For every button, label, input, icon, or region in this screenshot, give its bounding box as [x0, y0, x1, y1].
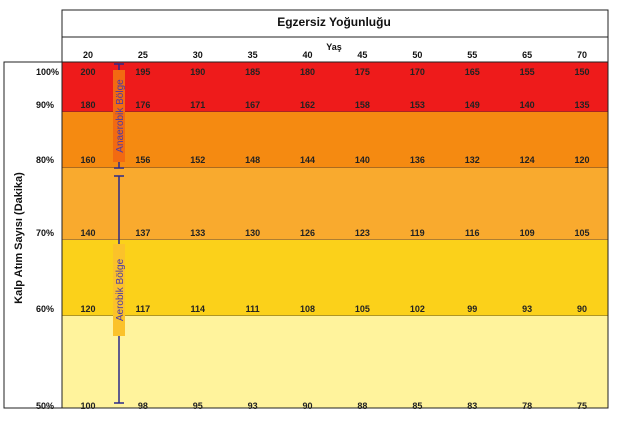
age-header-row: 20 25 30 35 40 45 50 55 65 70 [83, 50, 587, 60]
heart-rate-cell: 105 [355, 304, 370, 314]
heart-rate-cell: 108 [300, 304, 315, 314]
percent-label: 60% [36, 304, 54, 314]
heart-rate-cell: 123 [355, 228, 370, 238]
heart-rate-cell: 165 [465, 67, 480, 77]
band-70-60 [62, 240, 608, 316]
age-label: 20 [83, 50, 93, 60]
zone-label-bg [113, 244, 125, 336]
zone-label: Aerobik Bölge [115, 258, 126, 321]
heart-rate-cell: 140 [355, 155, 370, 165]
percent-label: 80% [36, 155, 54, 165]
age-label: 35 [248, 50, 258, 60]
age-label: 70 [577, 50, 587, 60]
heart-rate-cell: 109 [520, 228, 535, 238]
heart-rate-cell: 152 [190, 155, 205, 165]
heart-rate-cell: 153 [410, 100, 425, 110]
heart-rate-cell: 176 [135, 100, 150, 110]
heart-rate-cell: 132 [465, 155, 480, 165]
heart-rate-cell: 160 [80, 155, 95, 165]
heart-rate-cell: 119 [410, 228, 425, 238]
heart-rate-cell: 171 [190, 100, 205, 110]
heart-rate-cell: 93 [248, 401, 258, 411]
heart-rate-cell: 85 [412, 401, 422, 411]
heart-rate-cell: 130 [245, 228, 260, 238]
heart-rate-cell: 78 [522, 401, 532, 411]
heart-rate-cell: 105 [574, 228, 589, 238]
heart-rate-cell: 170 [410, 67, 425, 77]
heart-rate-cell: 180 [80, 100, 95, 110]
heart-rate-cell: 116 [465, 228, 480, 238]
heart-rate-cell: 167 [245, 100, 260, 110]
heart-rate-cell: 111 [246, 304, 260, 314]
heart-rate-cell: 140 [520, 100, 535, 110]
chart-title: Egzersiz Yoğunluğu [277, 15, 391, 29]
percent-label: 50% [36, 401, 54, 411]
age-label: 50 [412, 50, 422, 60]
heart-rate-cell: 190 [190, 67, 205, 77]
band-100-90 [62, 62, 608, 112]
heart-rate-cell: 200 [80, 67, 95, 77]
heart-rate-cell: 136 [410, 155, 425, 165]
heart-rate-cell: 137 [135, 228, 150, 238]
heart-rate-cell: 155 [520, 67, 535, 77]
heart-rate-cell: 140 [80, 228, 95, 238]
heart-rate-cell: 100 [80, 401, 95, 411]
zone-markers: Anaerobik Bölge Aerobik Bölge [113, 63, 126, 404]
heart-rate-cell: 114 [191, 304, 206, 314]
heart-rate-cell: 93 [522, 304, 532, 314]
intensity-bands [62, 62, 608, 409]
percent-label: 90% [36, 100, 54, 110]
age-label: 25 [138, 50, 148, 60]
heart-rate-cell: 98 [138, 401, 148, 411]
heart-rate-cell: 162 [300, 100, 315, 110]
heart-rate-cell: 158 [355, 100, 370, 110]
zone-label-bg [113, 70, 125, 162]
age-label: 65 [522, 50, 532, 60]
heart-rate-cell: 126 [300, 228, 315, 238]
heart-rate-cell: 102 [410, 304, 425, 314]
y-axis-panel [3, 61, 63, 409]
heart-rate-values: 200 195 190 185 180 175 170 165 155 150 180 176 171 1… [80, 67, 589, 411]
zone-label: Anaerobik Bölge [115, 79, 126, 153]
heart-rate-cell: 135 [574, 100, 589, 110]
age-label: 55 [467, 50, 477, 60]
heart-rate-cell: 75 [577, 401, 587, 411]
heart-rate-cell: 99 [467, 304, 477, 314]
heart-rate-cell: 90 [303, 401, 313, 411]
age-label: 40 [303, 50, 313, 60]
chart-frame [3, 9, 609, 409]
heart-rate-cell: 144 [300, 155, 315, 165]
heart-rate-cell: 150 [574, 67, 589, 77]
y-axis-label: Kalp Atım Sayısı (Dakika) [13, 172, 25, 304]
heart-rate-cell: 185 [245, 67, 260, 77]
heart-rate-cell: 180 [300, 67, 315, 77]
heart-rate-cell: 148 [245, 155, 260, 165]
heart-rate-cell: 175 [355, 67, 370, 77]
heart-rate-cell: 156 [135, 155, 150, 165]
heart-rate-cell: 149 [465, 100, 480, 110]
heart-rate-cell: 95 [193, 401, 203, 411]
band-60-50 [62, 316, 608, 408]
heart-rate-cell: 120 [574, 155, 589, 165]
heart-rate-cell: 124 [520, 155, 535, 165]
age-label: 30 [193, 50, 203, 60]
heart-rate-cell: 195 [135, 67, 150, 77]
band-90-80 [62, 112, 608, 168]
percent-label: 100% [36, 67, 59, 77]
x-axis-label: Yaş [326, 42, 342, 52]
heart-rate-cell: 88 [357, 401, 367, 411]
heart-rate-cell: 120 [80, 304, 95, 314]
age-label: 45 [357, 50, 367, 60]
percent-labels: 100% 90% 80% 70% 60% 50% [36, 67, 59, 411]
percent-label: 70% [36, 228, 54, 238]
heart-rate-cell: 117 [136, 304, 151, 314]
heart-rate-cell: 90 [577, 304, 587, 314]
heart-rate-cell: 83 [467, 401, 477, 411]
band-80-70 [62, 168, 608, 240]
heart-rate-cell: 133 [190, 228, 205, 238]
